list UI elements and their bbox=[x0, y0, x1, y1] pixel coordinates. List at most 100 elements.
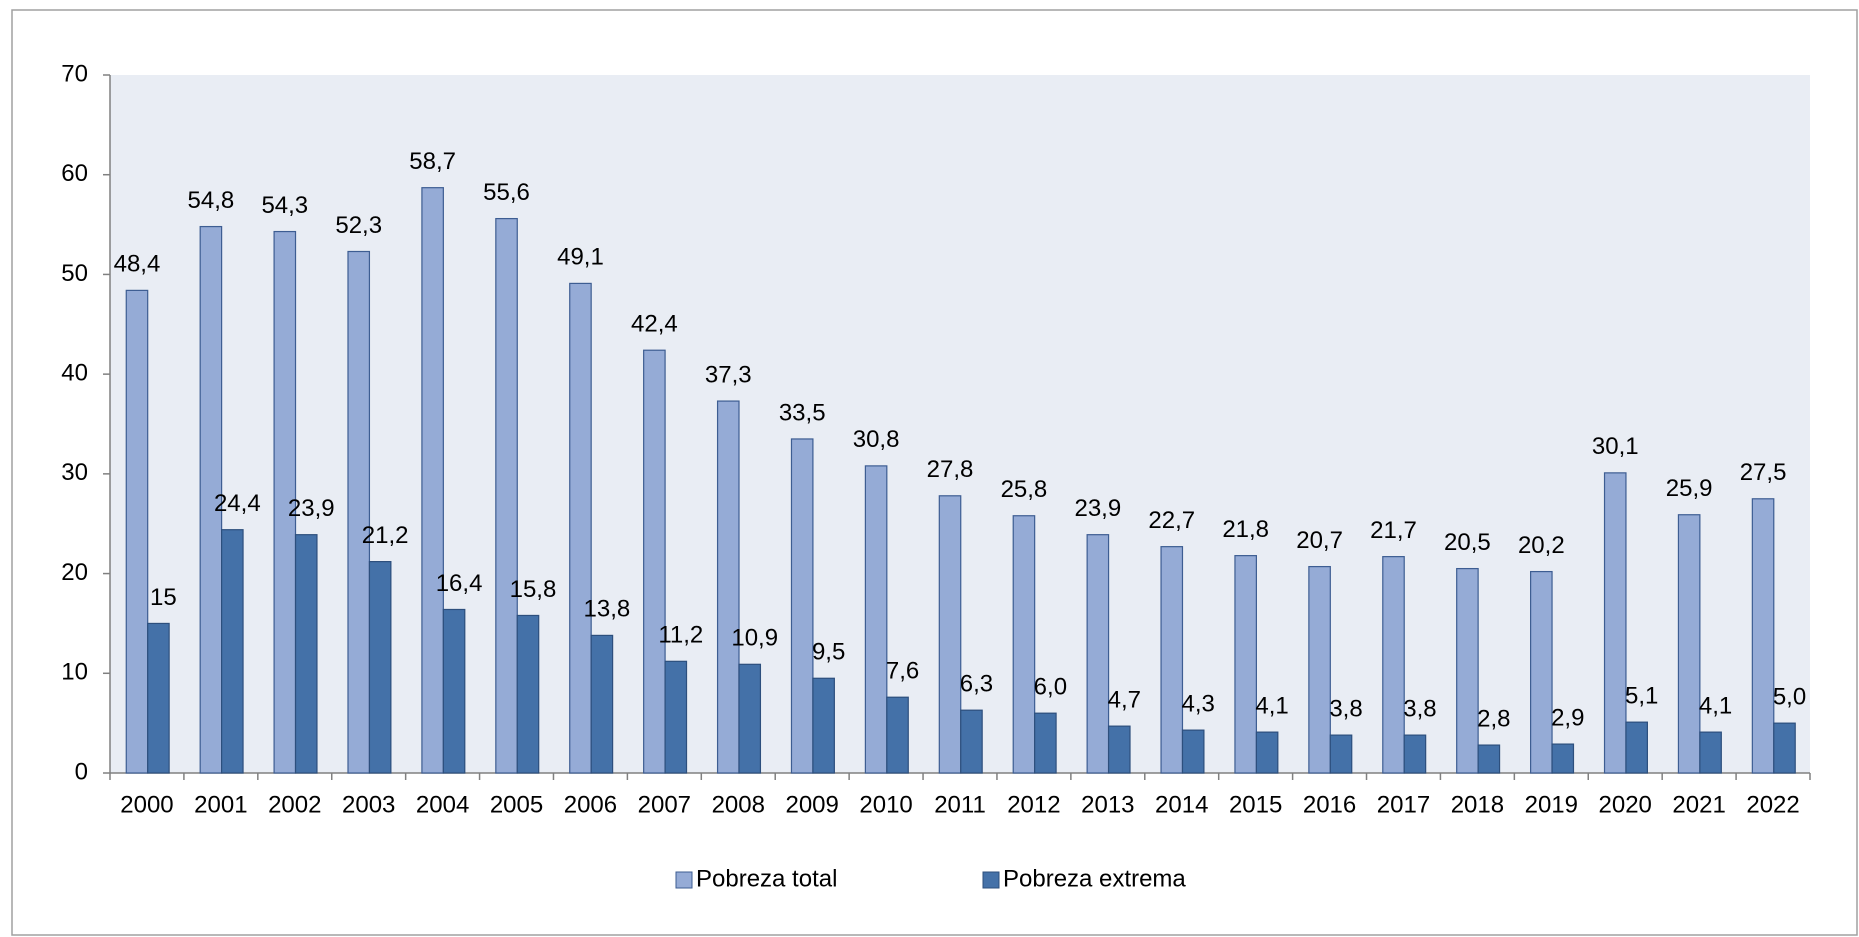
bar bbox=[1086, 534, 1110, 774]
bar bbox=[643, 349, 666, 774]
bar bbox=[1477, 744, 1501, 774]
value-label: 24,4 bbox=[214, 490, 261, 517]
value-label: 5,0 bbox=[1773, 683, 1806, 710]
bar bbox=[125, 289, 149, 774]
x-tick-label: 2015 bbox=[1229, 791, 1282, 818]
bar bbox=[864, 465, 888, 774]
bar bbox=[738, 663, 762, 774]
value-label: 55,6 bbox=[483, 179, 530, 206]
value-label: 2,9 bbox=[1551, 704, 1584, 731]
value-label: 54,8 bbox=[188, 187, 235, 214]
value-label: 33,5 bbox=[779, 399, 826, 426]
value-label: 16,4 bbox=[436, 570, 483, 597]
value-label: 2,8 bbox=[1477, 705, 1510, 732]
y-tick-label: 0 bbox=[75, 758, 88, 785]
bar bbox=[664, 660, 688, 774]
value-label: 6,3 bbox=[960, 671, 993, 698]
bar bbox=[421, 187, 444, 774]
value-label: 49,1 bbox=[557, 244, 604, 271]
x-tick-label: 2002 bbox=[268, 791, 321, 818]
x-tick-label: 2017 bbox=[1377, 791, 1430, 818]
value-label: 42,4 bbox=[631, 311, 678, 338]
bar bbox=[1456, 567, 1479, 774]
legend-swatch bbox=[675, 871, 693, 889]
x-tick-label: 2012 bbox=[1007, 791, 1060, 818]
bar bbox=[1234, 555, 1257, 774]
x-tick-label: 2009 bbox=[785, 791, 838, 818]
value-label: 20,7 bbox=[1296, 527, 1343, 554]
x-tick-label: 2010 bbox=[859, 791, 912, 818]
value-label: 4,7 bbox=[1108, 686, 1141, 713]
bar bbox=[812, 677, 835, 774]
x-tick-label: 2014 bbox=[1155, 791, 1208, 818]
bar bbox=[199, 225, 223, 774]
value-label: 22,7 bbox=[1148, 507, 1195, 534]
value-label: 13,8 bbox=[584, 596, 631, 623]
bar bbox=[273, 230, 297, 774]
x-tick-label: 2000 bbox=[120, 791, 173, 818]
value-label: 21,7 bbox=[1370, 517, 1417, 544]
bar bbox=[495, 217, 518, 774]
legend-label: Pobreza extrema bbox=[1003, 865, 1186, 892]
bar bbox=[1382, 556, 1405, 774]
x-tick-label: 2013 bbox=[1081, 791, 1134, 818]
value-label: 30,8 bbox=[853, 426, 900, 453]
bar bbox=[1677, 514, 1701, 774]
bar bbox=[1751, 498, 1775, 774]
bar bbox=[1181, 729, 1205, 774]
bar bbox=[1012, 515, 1036, 774]
x-tick-label: 2016 bbox=[1303, 791, 1356, 818]
value-label: 3,8 bbox=[1403, 695, 1436, 722]
x-tick-label: 2003 bbox=[342, 791, 395, 818]
value-label: 25,8 bbox=[1001, 476, 1048, 503]
value-label: 37,3 bbox=[705, 361, 752, 388]
value-label: 10,9 bbox=[731, 625, 778, 652]
bar bbox=[1034, 712, 1057, 774]
bar bbox=[1773, 722, 1796, 774]
bar bbox=[1255, 731, 1279, 774]
x-tick-label: 2020 bbox=[1599, 791, 1652, 818]
bar bbox=[1551, 743, 1575, 774]
bar bbox=[569, 282, 592, 774]
value-label: 58,7 bbox=[409, 148, 456, 175]
x-tick-label: 2008 bbox=[712, 791, 765, 818]
value-label: 9,5 bbox=[812, 639, 845, 666]
bar bbox=[147, 622, 170, 774]
x-tick-label: 2011 bbox=[934, 791, 986, 818]
x-tick-label: 2022 bbox=[1746, 791, 1799, 818]
x-tick-label: 2019 bbox=[1525, 791, 1578, 818]
x-tick-label: 2001 bbox=[194, 791, 247, 818]
value-label: 25,9 bbox=[1666, 475, 1713, 502]
bar bbox=[1329, 734, 1353, 774]
value-label: 5,1 bbox=[1625, 682, 1658, 709]
bar bbox=[716, 400, 740, 774]
bar bbox=[886, 696, 909, 774]
value-label: 4,1 bbox=[1699, 692, 1732, 719]
value-label: 21,8 bbox=[1222, 516, 1269, 543]
bar bbox=[960, 709, 983, 774]
value-label: 48,4 bbox=[114, 251, 161, 278]
y-tick-label: 40 bbox=[61, 359, 88, 386]
x-tick-label: 2005 bbox=[490, 791, 543, 818]
value-label: 7,6 bbox=[886, 658, 919, 685]
value-label: 20,2 bbox=[1518, 532, 1565, 559]
value-label: 3,8 bbox=[1329, 695, 1362, 722]
y-tick-label: 50 bbox=[61, 260, 88, 287]
value-label: 30,1 bbox=[1592, 433, 1639, 460]
bar bbox=[790, 438, 814, 774]
value-label: 6,0 bbox=[1034, 674, 1067, 701]
value-label: 21,2 bbox=[362, 522, 409, 549]
bar bbox=[1625, 721, 1648, 774]
value-label: 23,9 bbox=[288, 495, 335, 522]
value-label: 4,3 bbox=[1182, 690, 1215, 717]
x-tick-label: 2021 bbox=[1672, 791, 1725, 818]
bar bbox=[1107, 725, 1131, 774]
bar bbox=[1403, 734, 1427, 774]
bar bbox=[938, 495, 962, 774]
bar bbox=[294, 534, 318, 774]
bar bbox=[347, 250, 371, 774]
x-tick-label: 2004 bbox=[416, 791, 469, 818]
value-label: 52,3 bbox=[335, 212, 382, 239]
bar bbox=[1699, 731, 1722, 774]
